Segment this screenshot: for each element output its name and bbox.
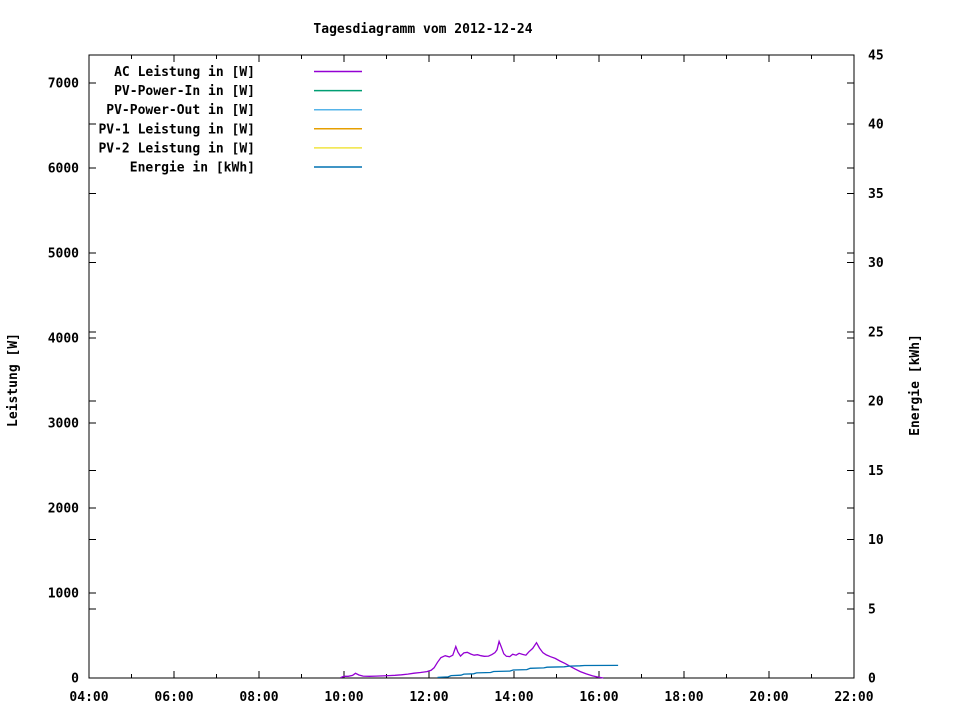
y-left-tick-label: 4000 [48, 331, 79, 346]
y-right-tick-label: 20 [868, 395, 884, 410]
series-line-energie-in-kwh- [437, 664, 619, 679]
x-tick-label: 16:00 [579, 690, 618, 705]
y-right-tick-label: 30 [868, 256, 884, 271]
x-tick-label: 12:00 [409, 690, 448, 705]
legend-item: PV-1 Leistung in [W] [98, 122, 362, 137]
y-right-tick-label: 40 [868, 118, 884, 133]
legend-item: Energie in [kWh] [130, 161, 362, 176]
y-left-tick-label: 5000 [48, 246, 79, 261]
legend-label: PV-2 Leistung in [W] [98, 141, 255, 156]
y-right-tick-label: 5 [868, 602, 876, 617]
legend-label: AC Leistung in [W] [114, 65, 255, 80]
legend-label: PV-1 Leistung in [W] [98, 122, 255, 137]
x-tick-label: 14:00 [494, 690, 533, 705]
y-left-tick-label: 0 [71, 672, 79, 687]
x-tick-label: 20:00 [749, 690, 788, 705]
y-left-tick-label: 3000 [48, 416, 79, 431]
legend-label: PV-Power-Out in [W] [106, 103, 255, 118]
y-right-tick-label: 15 [868, 464, 884, 479]
x-tick-label: 10:00 [324, 690, 363, 705]
x-tick-label: 22:00 [834, 690, 873, 705]
y-right-tick-label: 0 [868, 672, 876, 687]
legend-item: PV-Power-In in [W] [114, 84, 362, 99]
y-right-axis-title: Energie [kWh] [908, 334, 923, 436]
y-right-tick-label: 45 [868, 49, 884, 64]
plot-area: 04:00 06:00 08:00 10:00 12:00 14:00 16:00 18:00… [48, 49, 884, 706]
chart-title: Tagesdiagramm vom 2012-12-24 [313, 22, 532, 37]
legend-item: PV-2 Leistung in [W] [98, 141, 362, 156]
x-tick-label: 08:00 [239, 690, 278, 705]
y-left-tick-label: 7000 [48, 76, 79, 91]
y-left-tick-label: 2000 [48, 501, 79, 516]
x-tick-label: 04:00 [69, 690, 108, 705]
x-tick-label: 06:00 [154, 690, 193, 705]
y-left-tick-label: 1000 [48, 586, 79, 601]
series-lines [340, 639, 619, 679]
legend-label: Energie in [kWh] [130, 161, 255, 176]
y-right-tick-label: 35 [868, 187, 884, 202]
series-line-ac-leistung-in-w- [340, 639, 604, 679]
legend-item: PV-Power-Out in [W] [106, 103, 362, 118]
legend: AC Leistung in [W] PV-Power-In in [W] PV-P… [98, 65, 362, 176]
legend-label: PV-Power-In in [W] [114, 84, 255, 99]
x-tick-label: 18:00 [664, 690, 703, 705]
y-left-tick-label: 6000 [48, 161, 79, 176]
y-left-axis-title: Leistung [W] [6, 333, 21, 427]
y-right-tick-label: 10 [868, 533, 884, 548]
y-right-tick-label: 25 [868, 325, 884, 340]
legend-item: AC Leistung in [W] [114, 65, 362, 80]
